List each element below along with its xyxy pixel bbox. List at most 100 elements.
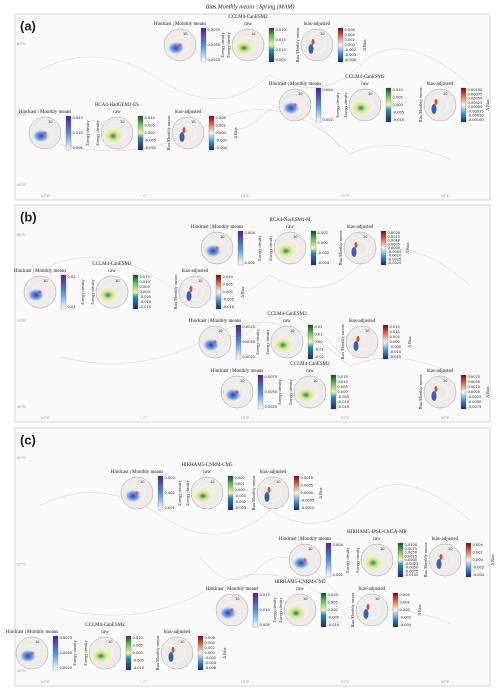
lon-label: 10°W xyxy=(40,680,50,684)
colorbar xyxy=(197,635,204,671)
colorbar-tick: 0.006 xyxy=(205,636,216,640)
plot-title: Hindcast | Monthly means xyxy=(279,537,332,542)
colorbar-tick: 0.020 xyxy=(276,28,287,32)
colorbar-tick: 0.005 xyxy=(393,96,403,100)
colorbar xyxy=(227,475,234,511)
colorbar-tick: -0.002 xyxy=(205,656,217,660)
density-blob xyxy=(99,288,117,302)
ring-label: 10 xyxy=(290,329,295,333)
colorbar xyxy=(215,274,222,310)
colorbar-tick: 0.005 xyxy=(338,385,348,389)
plot-title: Hindcast | Monthly means xyxy=(154,22,207,27)
bias-blob xyxy=(179,132,185,142)
colorbar-tick: 0.0075 xyxy=(243,325,256,329)
lat-label: 40°N xyxy=(17,669,26,673)
ring-label: 10 xyxy=(183,32,188,36)
colorbar-label: Bias Monthly means xyxy=(166,115,171,150)
lon-label: 10°W xyxy=(40,194,50,198)
peak-marker xyxy=(135,491,139,495)
colorbar-label: Δ Bias xyxy=(240,286,245,297)
colorbar-label: Bias Monthly means xyxy=(295,27,300,62)
colorbar xyxy=(460,374,467,410)
colorbar-label: Bias Monthly means xyxy=(418,87,423,122)
polar-ring xyxy=(436,551,454,569)
colorbar-tick: 0.010 xyxy=(276,48,287,52)
colorbar-tick: -0.004 xyxy=(318,261,330,265)
density-blob xyxy=(292,556,310,570)
colorbar-tick: 0.000 xyxy=(390,340,401,344)
colorbar xyxy=(382,324,389,360)
lat-label: 40°N xyxy=(17,183,26,187)
colorbar-tick: -0.00100 xyxy=(468,118,485,122)
plot-title: Hindcast | Monthly means xyxy=(111,470,164,475)
colorbar-label: Bias Monthly means xyxy=(423,542,428,577)
colorbar-tick: -0.002 xyxy=(235,500,247,504)
bias-blob xyxy=(434,99,438,105)
colorbar-tick: 0.010 xyxy=(140,280,151,284)
colorbar-label: Δ Bias xyxy=(362,39,367,50)
colorbar-tick: -0.002 xyxy=(473,566,485,570)
colorbar-tick: -0.010 xyxy=(338,400,350,404)
colorbar-tick: -0.01 xyxy=(315,348,324,352)
panel-label: (b) xyxy=(20,209,37,224)
colorbar-tick: 0.0050 xyxy=(60,651,73,655)
colorbar-tick: -0.00025 xyxy=(468,109,484,113)
colorbar-tick: 0.010 xyxy=(328,593,339,597)
plot-title: Hindcast | Monthly means xyxy=(14,269,67,274)
colorbar-tick: 0.02 xyxy=(315,325,323,329)
plot-title: Hindcast | Monthly means xyxy=(206,587,259,592)
density-blob xyxy=(104,129,122,143)
colorbar-tick: -0.0005 xyxy=(388,250,402,254)
colorbar-label: Energy density xyxy=(355,547,360,573)
colorbar-tick: -0.004 xyxy=(216,146,228,150)
plot-title: Hindcast | Monthly means xyxy=(6,630,59,635)
bias-blob xyxy=(363,609,369,619)
model-name: CCLM4-CanESM2 xyxy=(228,15,268,20)
colorbar-tick: 0.00050 xyxy=(468,97,484,101)
colorbar-tick: -0.005 xyxy=(328,616,340,620)
colorbar xyxy=(385,87,392,123)
colorbar-tick: 0.004 xyxy=(333,543,344,547)
colorbar-tick: -0.0025 xyxy=(468,395,482,399)
colorbar-tick: 0.010 xyxy=(223,275,234,279)
plot-title: raw xyxy=(113,110,121,115)
plot-title: Hindcast | Monthly means xyxy=(19,110,72,115)
colorbar-tick: 0.015 xyxy=(140,275,150,279)
model-name: HIRHAM5-CNRM-CM5 xyxy=(274,580,326,585)
colorbar-tick: 0.006 xyxy=(345,28,356,32)
colorbar-label: Energy density xyxy=(72,640,77,666)
colorbar-tick: 0.000 xyxy=(140,290,151,294)
colorbar-tick: -0.005 xyxy=(133,659,145,663)
colorbar-label: Energy density xyxy=(272,597,277,623)
plot-title: raw xyxy=(361,82,369,87)
ring-label: 10 xyxy=(240,379,245,383)
bias-blob xyxy=(182,127,186,133)
colorbar-label: Energy density xyxy=(255,329,260,355)
colorbar-tick: -0.005 xyxy=(140,295,152,299)
colorbar-tick: 0.001 xyxy=(235,482,245,486)
colorbar xyxy=(268,27,275,63)
colorbar-label: Δ Bias xyxy=(318,487,323,498)
colorbar-tick: -0.0050 xyxy=(468,400,483,404)
colorbar-tick: 0.0075 xyxy=(265,375,278,379)
lat-label: 50°N xyxy=(17,563,26,567)
lon-label: 30°E xyxy=(441,680,450,684)
colorbar-tick: 0.000 xyxy=(318,241,329,245)
colorbar-tick: 0.00025 xyxy=(468,101,483,105)
ring-label: 10 xyxy=(48,120,53,124)
colorbar-tick: 0.0075 xyxy=(60,636,73,640)
colorbar-tick: 0.000 xyxy=(216,131,227,135)
colorbar-label: Δ Bias xyxy=(490,554,495,565)
peak-marker xyxy=(178,43,182,47)
bias-blob xyxy=(311,39,315,45)
peak-marker xyxy=(230,608,234,612)
coastline xyxy=(39,48,471,160)
colorbar-tick: 0.0050 xyxy=(265,390,278,394)
colorbar-tick: 0.01 xyxy=(315,333,323,337)
ring-label: 10 xyxy=(276,480,281,484)
ring-label: 10 xyxy=(443,379,448,383)
polar-ring xyxy=(179,124,197,142)
ring-label: 10 xyxy=(363,235,368,239)
colorbar-tick: 0.015 xyxy=(73,116,83,120)
